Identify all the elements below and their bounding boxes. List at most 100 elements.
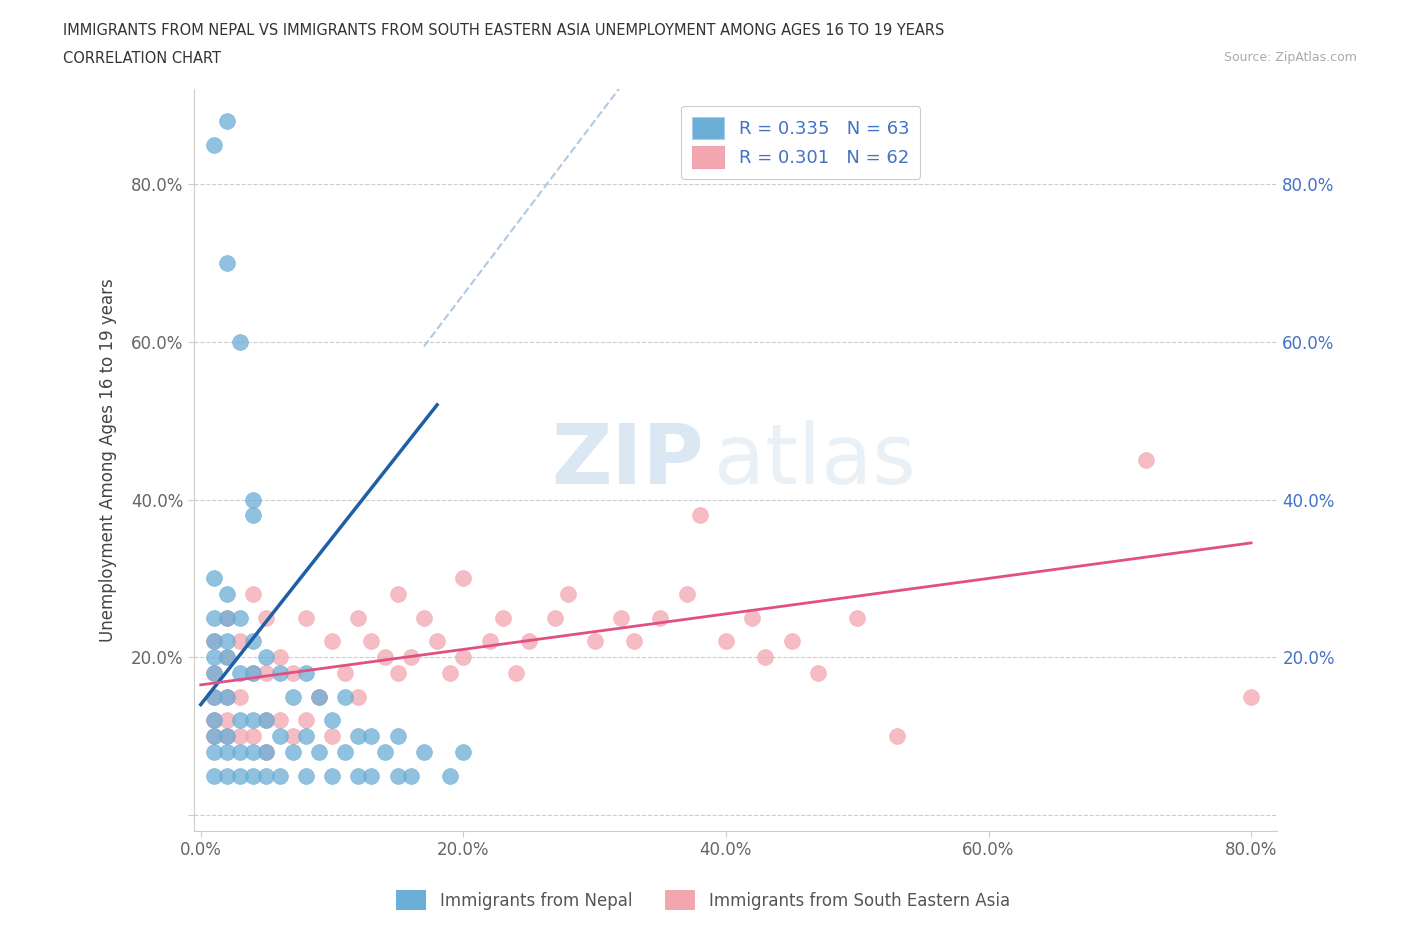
Point	[623, 634, 645, 649]
Point	[202, 634, 225, 649]
Point	[387, 729, 409, 744]
Point	[1135, 453, 1157, 468]
Point	[399, 650, 422, 665]
Point	[202, 745, 225, 760]
Point	[202, 666, 225, 681]
Point	[583, 634, 606, 649]
Point	[242, 492, 264, 507]
Point	[254, 713, 277, 728]
Point	[374, 745, 396, 760]
Text: ZIP: ZIP	[551, 419, 703, 500]
Point	[387, 666, 409, 681]
Point	[254, 666, 277, 681]
Point	[215, 729, 238, 744]
Point	[374, 650, 396, 665]
Point	[269, 666, 291, 681]
Point	[202, 768, 225, 783]
Point	[202, 610, 225, 625]
Point	[321, 713, 343, 728]
Point	[242, 713, 264, 728]
Point	[333, 689, 356, 704]
Text: IMMIGRANTS FROM NEPAL VS IMMIGRANTS FROM SOUTH EASTERN ASIA UNEMPLOYMENT AMONG A: IMMIGRANTS FROM NEPAL VS IMMIGRANTS FROM…	[63, 23, 945, 38]
Point	[321, 634, 343, 649]
Text: CORRELATION CHART: CORRELATION CHART	[63, 51, 221, 66]
Point	[281, 689, 304, 704]
Point	[215, 256, 238, 271]
Point	[254, 650, 277, 665]
Point	[242, 666, 264, 681]
Point	[886, 729, 908, 744]
Point	[215, 610, 238, 625]
Point	[242, 745, 264, 760]
Point	[242, 634, 264, 649]
Point	[202, 713, 225, 728]
Point	[202, 666, 225, 681]
Point	[610, 610, 633, 625]
Point	[453, 571, 475, 586]
Point	[387, 587, 409, 602]
Point	[294, 768, 316, 783]
Point	[308, 689, 330, 704]
Point	[281, 666, 304, 681]
Text: Source: ZipAtlas.com: Source: ZipAtlas.com	[1223, 51, 1357, 64]
Point	[215, 745, 238, 760]
Point	[492, 610, 515, 625]
Point	[215, 768, 238, 783]
Y-axis label: Unemployment Among Ages 16 to 19 years: Unemployment Among Ages 16 to 19 years	[100, 278, 117, 642]
Point	[229, 729, 252, 744]
Point	[215, 650, 238, 665]
Point	[215, 650, 238, 665]
Point	[846, 610, 869, 625]
Point	[689, 508, 711, 523]
Point	[242, 666, 264, 681]
Point	[202, 729, 225, 744]
Text: atlas: atlas	[714, 419, 915, 500]
Point	[439, 768, 461, 783]
Point	[294, 610, 316, 625]
Point	[229, 634, 252, 649]
Point	[281, 729, 304, 744]
Point	[229, 768, 252, 783]
Point	[754, 650, 776, 665]
Point	[229, 689, 252, 704]
Point	[229, 713, 252, 728]
Point	[254, 745, 277, 760]
Point	[202, 634, 225, 649]
Point	[387, 768, 409, 783]
Point	[478, 634, 501, 649]
Point	[453, 650, 475, 665]
Point	[360, 768, 382, 783]
Point	[557, 587, 579, 602]
Point	[413, 610, 436, 625]
Point	[215, 689, 238, 704]
Point	[215, 689, 238, 704]
Point	[202, 689, 225, 704]
Point	[453, 745, 475, 760]
Point	[780, 634, 803, 649]
Point	[254, 610, 277, 625]
Point	[426, 634, 449, 649]
Point	[333, 666, 356, 681]
Point	[308, 689, 330, 704]
Point	[741, 610, 763, 625]
Point	[360, 729, 382, 744]
Point	[215, 634, 238, 649]
Point	[269, 729, 291, 744]
Point	[294, 713, 316, 728]
Point	[399, 768, 422, 783]
Point	[202, 650, 225, 665]
Point	[714, 634, 737, 649]
Point	[229, 335, 252, 350]
Point	[242, 587, 264, 602]
Point	[254, 745, 277, 760]
Point	[215, 610, 238, 625]
Point	[202, 713, 225, 728]
Point	[347, 729, 370, 744]
Point	[294, 729, 316, 744]
Point	[215, 587, 238, 602]
Point	[347, 610, 370, 625]
Point	[281, 745, 304, 760]
Point	[242, 729, 264, 744]
Point	[544, 610, 567, 625]
Point	[229, 745, 252, 760]
